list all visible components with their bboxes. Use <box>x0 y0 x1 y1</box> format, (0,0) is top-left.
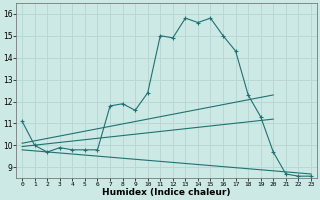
X-axis label: Humidex (Indice chaleur): Humidex (Indice chaleur) <box>102 188 231 197</box>
